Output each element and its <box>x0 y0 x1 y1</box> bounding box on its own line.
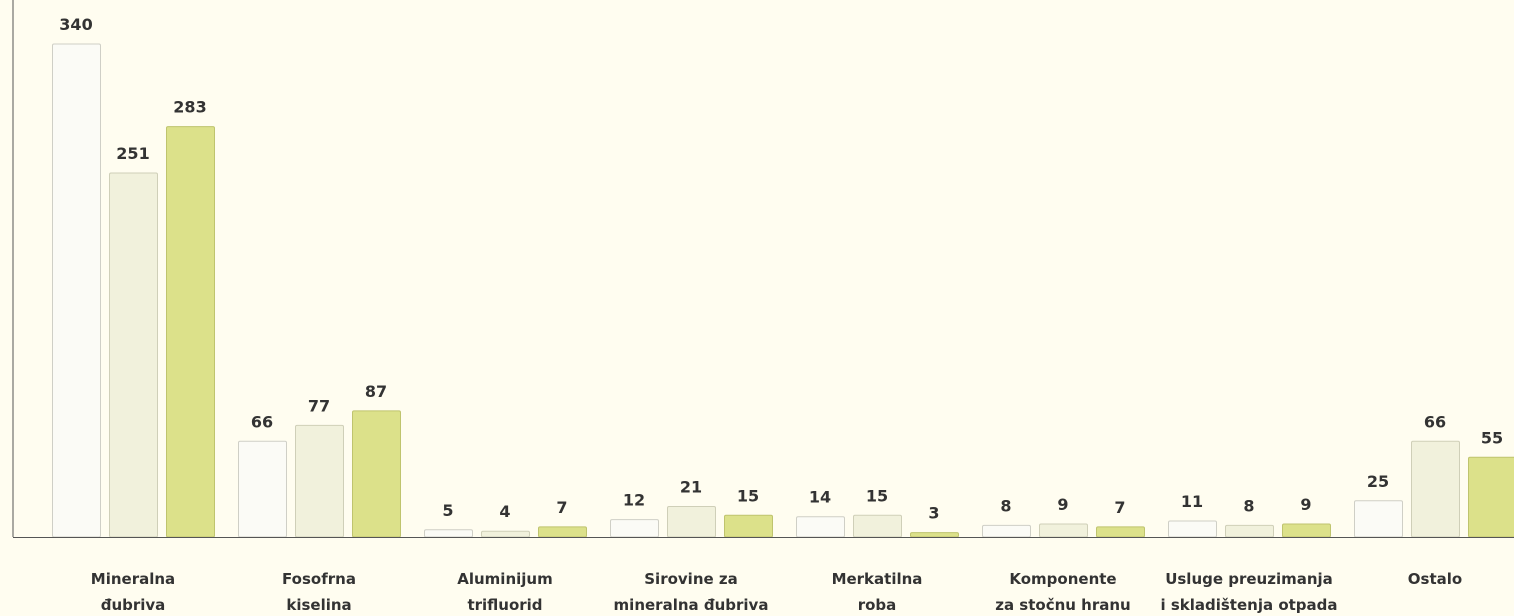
value-label: 12 <box>623 491 645 510</box>
value-label: 66 <box>1424 412 1446 431</box>
category-label: Mineralna <box>91 570 175 588</box>
bar <box>1411 440 1460 538</box>
value-label: 5 <box>442 501 453 520</box>
bar <box>1225 524 1274 538</box>
value-label: 11 <box>1181 492 1203 511</box>
bar <box>1168 520 1217 538</box>
category-label: Komponente <box>1009 570 1116 588</box>
category-label: Aluminijum <box>457 570 552 588</box>
category-label: mineralna đubriva <box>614 596 769 614</box>
value-label: 340 <box>59 15 92 34</box>
bar <box>724 514 773 538</box>
bar <box>1096 526 1145 538</box>
bar <box>1354 500 1403 538</box>
bar <box>853 514 902 538</box>
bar <box>352 410 401 538</box>
bar <box>1039 523 1088 538</box>
value-label: 7 <box>556 498 567 517</box>
bar <box>238 440 287 538</box>
bar <box>166 126 215 538</box>
category-label: i skladištenja otpada <box>1160 596 1337 614</box>
category-label: Sirovine za <box>644 570 738 588</box>
bar <box>424 529 473 538</box>
value-label: 55 <box>1481 428 1503 447</box>
value-label: 14 <box>809 488 831 507</box>
category-label: Fosofrna <box>282 570 356 588</box>
bar <box>1282 523 1331 538</box>
bar <box>610 519 659 538</box>
value-label: 8 <box>1000 496 1011 515</box>
value-label: 8 <box>1243 496 1254 515</box>
category-label: Usluge preuzimanja <box>1165 570 1333 588</box>
category-label: đubriva <box>101 596 166 614</box>
value-label: 283 <box>173 98 206 117</box>
bar <box>481 530 530 538</box>
bar <box>295 424 344 538</box>
value-label: 25 <box>1367 472 1389 491</box>
bar <box>538 526 587 538</box>
category-label: trifluorid <box>467 596 542 614</box>
bar <box>982 524 1031 538</box>
bar <box>910 532 959 538</box>
bar <box>52 43 101 538</box>
value-label: 7 <box>1114 498 1125 517</box>
category-label: Ostalo <box>1408 570 1462 588</box>
value-label: 15 <box>737 486 759 505</box>
category-label: za stočnu hranu <box>995 596 1131 614</box>
value-label: 15 <box>866 486 888 505</box>
category-label: kiselina <box>286 596 351 614</box>
bar <box>667 506 716 538</box>
value-label: 77 <box>308 396 330 415</box>
bar <box>1468 456 1514 538</box>
value-label: 9 <box>1300 495 1311 514</box>
value-label: 4 <box>499 502 510 521</box>
value-label: 21 <box>680 478 702 497</box>
category-label: roba <box>858 596 897 614</box>
value-label: 66 <box>251 412 273 431</box>
bar <box>796 516 845 538</box>
value-label: 9 <box>1057 495 1068 514</box>
value-label: 3 <box>928 504 939 523</box>
value-label: 251 <box>116 144 149 163</box>
bar <box>109 172 158 538</box>
category-label: Merkatilna <box>832 570 923 588</box>
value-label: 87 <box>365 382 387 401</box>
